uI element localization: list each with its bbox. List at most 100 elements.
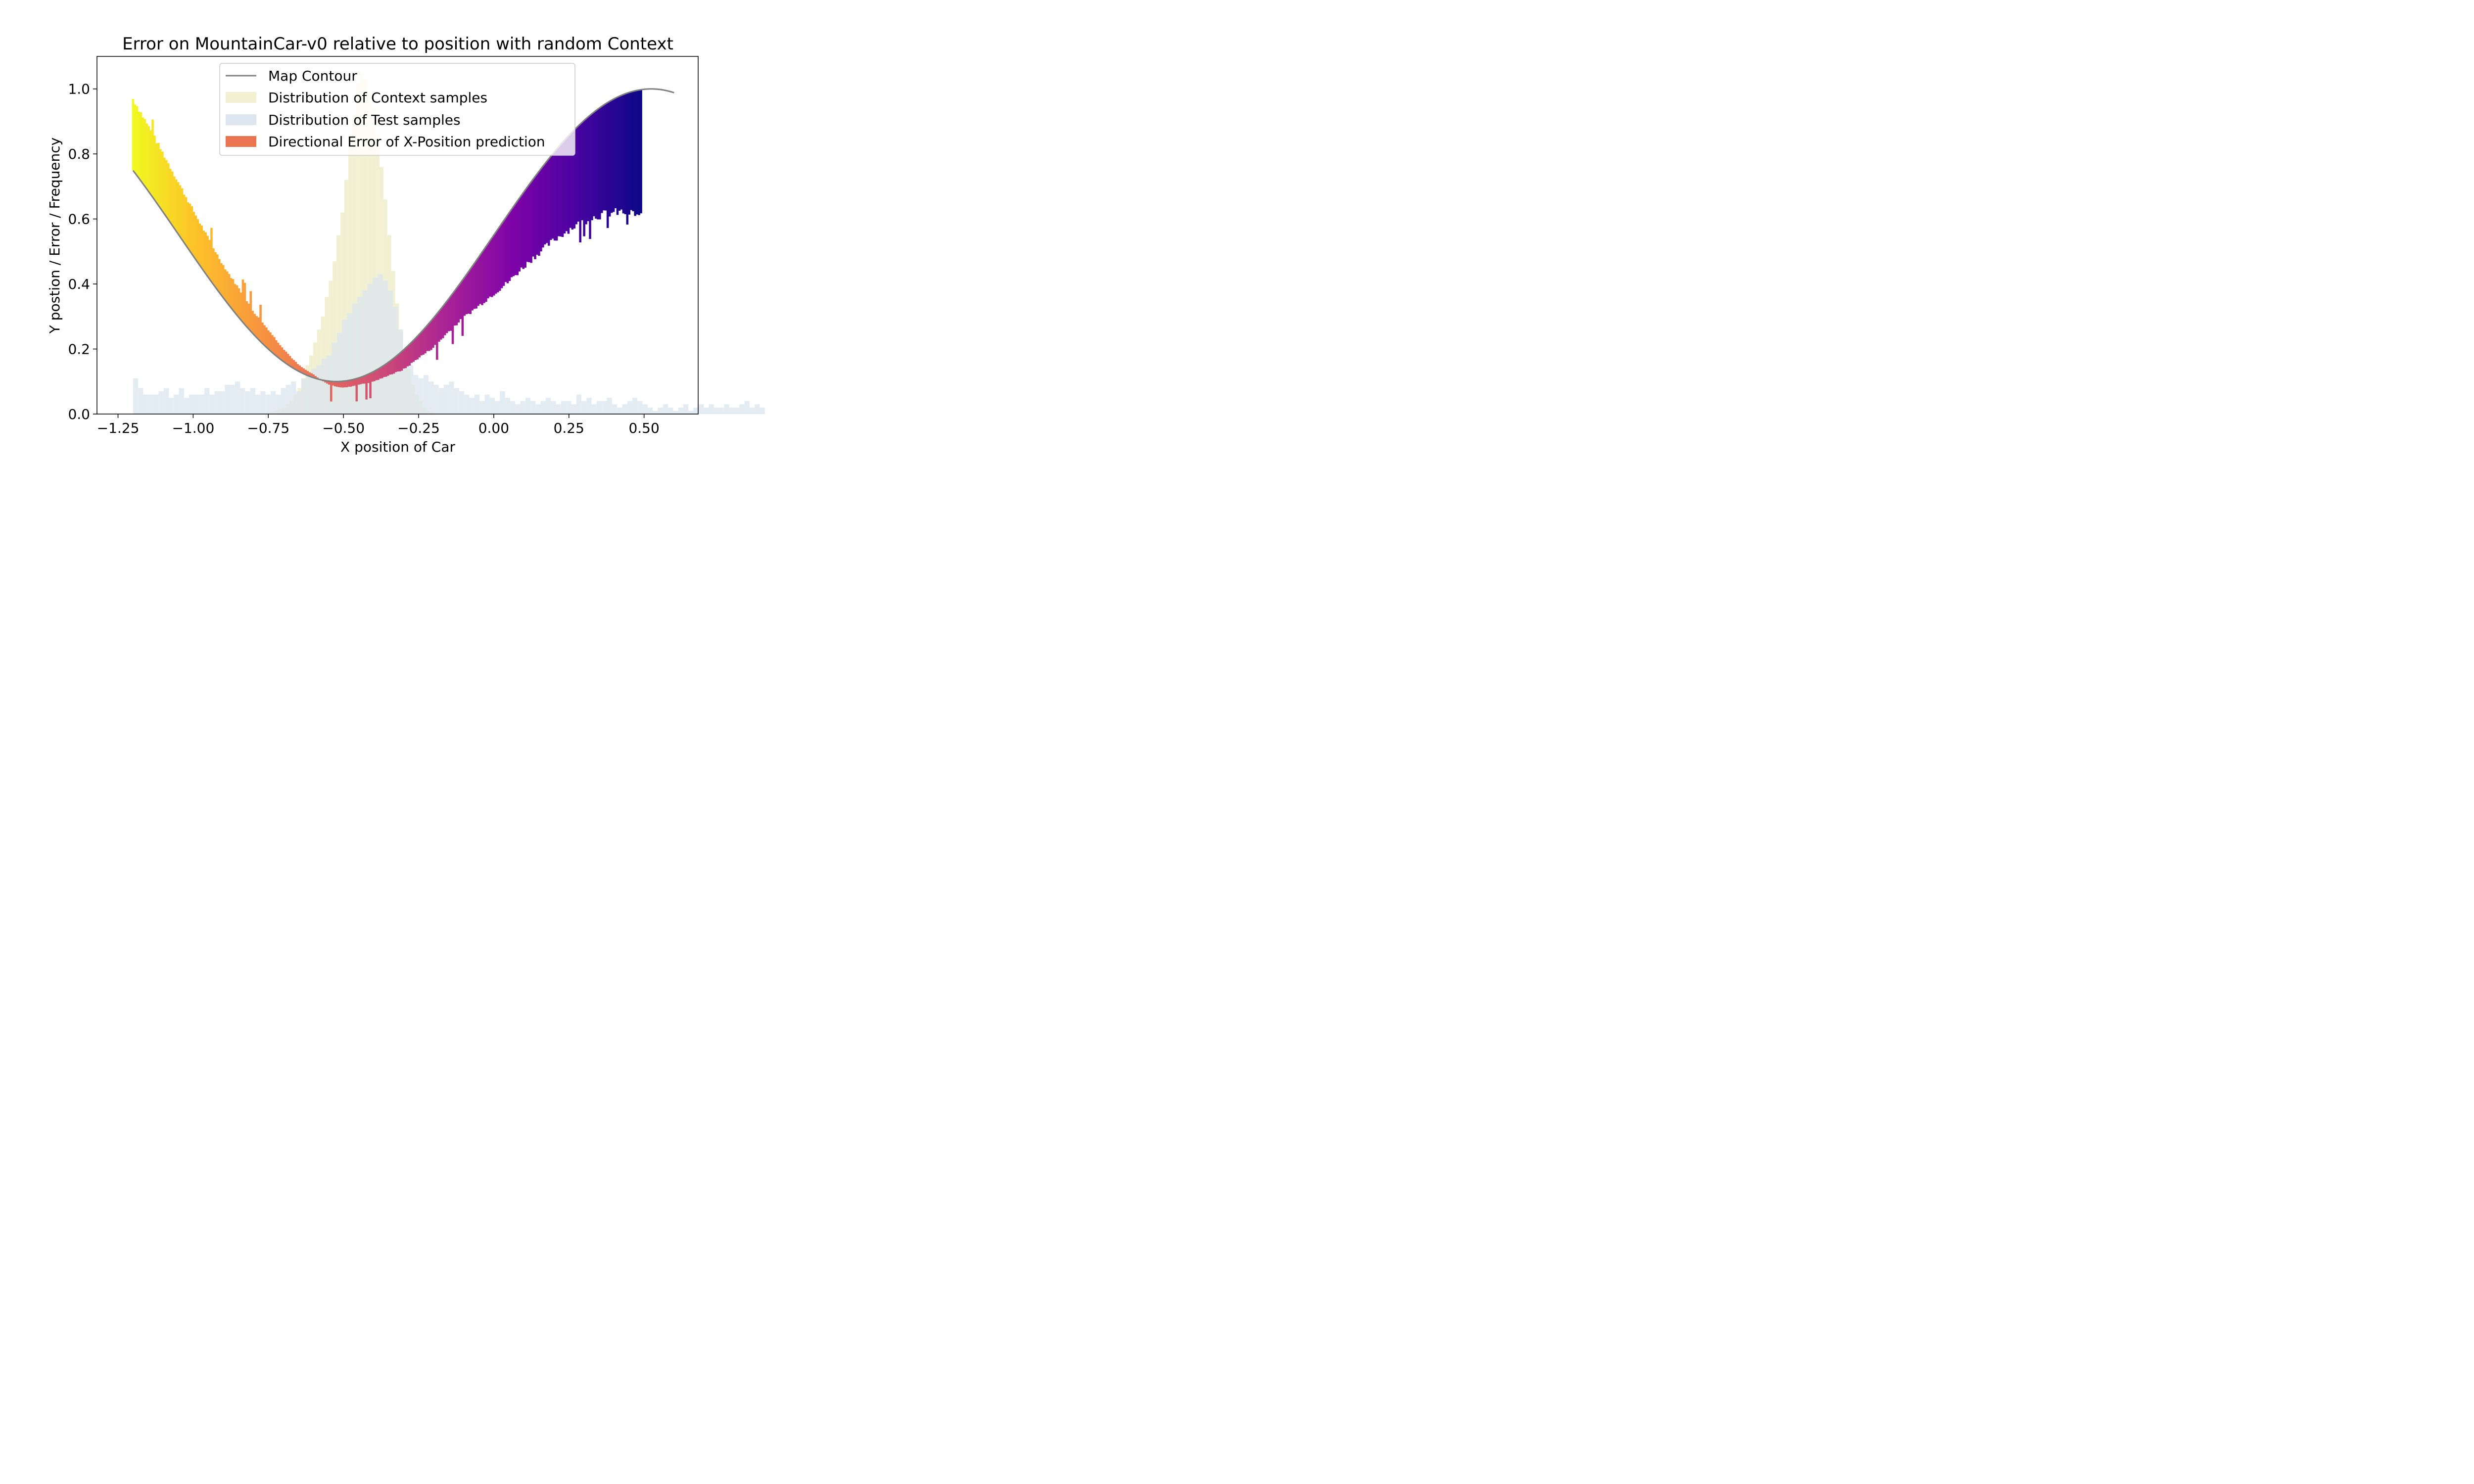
test-hist-bar [189,394,194,414]
error-bar [571,132,574,230]
error-bar [194,215,197,260]
error-bar [575,128,578,225]
error-bar [373,371,376,381]
error-bar [526,187,528,262]
test-hist-bar [444,384,449,414]
error-bar [288,356,291,367]
error-bar [257,317,260,340]
y-tick-label: 0.6 [68,211,90,228]
test-hist-bar [382,280,388,414]
error-bar [190,206,193,254]
error-bar [238,288,240,318]
test-hist-bar [653,411,658,414]
test-hist-bar [367,284,373,414]
test-hist-bar [479,401,485,414]
error-bar [520,195,523,268]
error-bar [379,368,381,379]
error-bar [394,356,397,372]
error-bar [136,106,139,176]
test-hist-bar [709,404,714,414]
error-bar [475,260,477,309]
error-bar [142,117,144,184]
contour-line [132,88,674,382]
x-tick-label: −1.25 [97,420,140,436]
context-hist-bar [329,280,333,414]
test-hist-bar [449,381,454,414]
context-hist-bar [376,134,380,414]
error-bar [384,364,387,377]
error-bar [567,136,570,234]
error-bar [167,163,170,220]
test-hist-bar [153,394,159,414]
error-bar [628,92,631,215]
test-hist-bar [296,391,301,414]
error-bar [388,361,391,375]
context-hist-bar [336,235,341,414]
test-hist-bar [352,303,357,414]
test-hist-bar [602,401,607,414]
error-bar [243,282,246,325]
x-tick-label: 0.00 [478,420,509,436]
error-bar [593,112,595,217]
test-hist-bar [245,391,250,414]
test-hist-bar [311,368,317,414]
error-bar [516,201,519,276]
test-hist-bar [316,365,322,414]
error-bar [489,240,491,297]
test-hist-bar [372,277,378,414]
test-hist-bar [591,404,597,414]
error-bar [439,309,442,340]
legend-swatch-test [226,114,256,125]
error-bar [143,119,146,186]
x-tick-label: 0.25 [554,420,584,436]
error-bar [330,381,333,402]
error-bar [614,98,617,208]
test-hist-bar [744,401,750,414]
error-bar [496,229,499,292]
context-hist-bar [364,79,368,414]
error-bar [210,228,213,282]
error-bar [290,358,293,368]
test-hist-bar [332,342,337,414]
error-bar [630,92,633,210]
chart-title: Error on MountainCar-v0 relative to posi… [122,34,673,54]
error-bar [459,282,462,319]
error-bar [420,332,423,356]
error-bar [236,285,238,316]
error-bar [381,366,383,378]
error-bar [333,381,336,387]
test-hist-bar [408,365,414,414]
error-bar [337,381,340,387]
error-bar [230,278,233,308]
error-bar [147,126,150,192]
error-bar [345,380,348,387]
error-bar [441,306,444,338]
error-bar [216,254,219,290]
error-bar [553,151,556,241]
y-axis-label: Y postion / Error / Frequency [47,138,63,334]
error-bar [491,237,493,297]
error-bar [451,293,454,344]
error-bar [275,340,278,356]
error-bar [371,372,374,382]
error-bar [487,243,489,299]
error-bar [332,381,334,386]
error-bar [239,292,242,320]
test-hist-bar [469,398,475,414]
error-bar [283,350,285,362]
error-bar [447,298,450,331]
test-hist-bar [525,398,531,414]
error-bar [355,378,358,402]
test-hist-bar [673,411,678,414]
error-bar [200,225,203,268]
test-hist-bar [642,404,648,414]
error-bar [392,358,395,374]
test-hist-bar [617,407,622,414]
error-bar [404,348,407,369]
test-hist-bar [433,384,439,414]
error-bar [632,91,635,212]
error-bar [292,360,295,369]
error-bar [398,353,401,371]
context-hist-bar [356,82,360,415]
context-hist-bar [344,180,348,414]
